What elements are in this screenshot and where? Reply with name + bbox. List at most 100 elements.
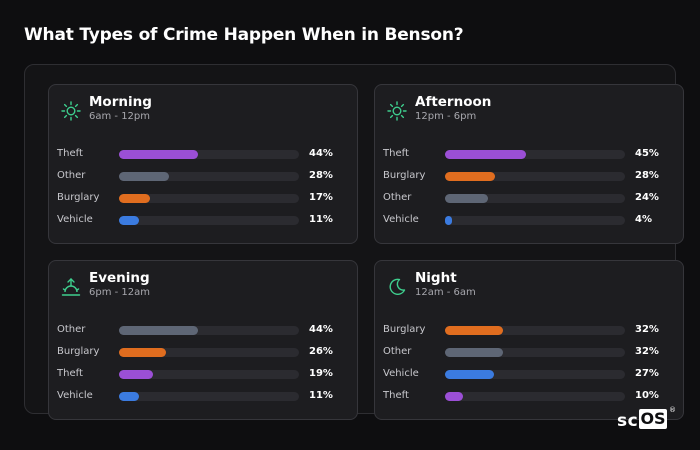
card-subtitle: 12pm - 6pm [415,111,477,122]
bar-theft [119,370,154,379]
sun-icon [61,101,81,121]
category-label: Other [57,170,86,181]
value-label: 27% [635,368,659,379]
bar-row: Other 28% [49,169,357,183]
value-label: 10% [635,390,659,401]
bar-row: Theft 44% [49,147,357,161]
category-label: Theft [57,368,83,379]
bar-row: Vehicle 11% [49,213,357,227]
bar-track [119,392,299,401]
bar-track [445,348,625,357]
bar-track [119,370,299,379]
category-label: Other [383,192,412,203]
card-title: Night [415,270,457,286]
brand-logo: sc OS ® [617,406,679,432]
bar-row: Burglary 26% [49,345,357,359]
category-label: Burglary [57,346,100,357]
value-label: 32% [635,346,659,357]
value-label: 24% [635,192,659,203]
bar-burglary [445,172,496,181]
bar-track [119,150,299,159]
bar-row: Vehicle 27% [375,367,683,381]
bar-track [119,326,299,335]
bar-vehicle [445,216,453,225]
bar-burglary [119,194,150,203]
card-morning: Morning 6am - 12pm Theft 44% Other 28% Burglar… [48,84,358,244]
bar-track [445,392,625,401]
category-label: Other [57,324,86,335]
card-night: Night 12am - 6am Burglary 32% Other 32% Vehicl… [374,260,684,420]
sunset-icon [61,277,81,297]
card-subtitle: 6pm - 12am [89,287,151,298]
bar-row: Burglary 28% [375,169,683,183]
bar-other [445,194,489,203]
bar-row: Burglary 32% [375,323,683,337]
bar-burglary [445,326,503,335]
bar-track [119,348,299,357]
bar-burglary [119,348,166,357]
bar-row: Vehicle 11% [49,389,357,403]
bar-vehicle [445,370,494,379]
bar-other [445,348,503,357]
bar-other [119,172,170,181]
value-label: 44% [309,324,333,335]
bar-theft [445,392,463,401]
category-label: Theft [57,148,83,159]
bar-row: Theft 10% [375,389,683,403]
bar-row: Theft 45% [375,147,683,161]
sun-icon [387,101,407,121]
bar-vehicle [119,216,139,225]
category-label: Vehicle [383,368,419,379]
card-evening: Evening 6pm - 12am Other 44% Burglary 26% Thef… [48,260,358,420]
bar-row: Vehicle 4% [375,213,683,227]
category-label: Other [383,346,412,357]
card-afternoon: Afternoon 12pm - 6pm Theft 45% Burglary 28% Ot… [374,84,684,244]
bar-theft [445,150,526,159]
category-label: Vehicle [57,390,93,401]
bar-track [445,172,625,181]
registered-mark: ® [669,406,676,414]
page-title: What Types of Crime Happen When in Benso… [24,25,464,45]
value-label: 26% [309,346,333,357]
bar-row: Burglary 17% [49,191,357,205]
bar-row: Other 44% [49,323,357,337]
value-label: 11% [309,214,333,225]
card-title: Evening [89,270,150,286]
bar-track [445,370,625,379]
bar-track [119,194,299,203]
category-label: Burglary [57,192,100,203]
category-label: Theft [383,390,409,401]
value-label: 32% [635,324,659,335]
bar-track [445,216,625,225]
bar-track [445,150,625,159]
category-label: Vehicle [57,214,93,225]
card-title: Morning [89,94,152,110]
value-label: 19% [309,368,333,379]
bar-vehicle [119,392,139,401]
category-label: Burglary [383,170,426,181]
bar-row: Other 24% [375,191,683,205]
card-subtitle: 12am - 6am [415,287,476,298]
bar-track [445,194,625,203]
value-label: 28% [635,170,659,181]
bar-track [445,326,625,335]
moon-icon [387,277,407,297]
category-label: Vehicle [383,214,419,225]
value-label: 17% [309,192,333,203]
value-label: 45% [635,148,659,159]
value-label: 11% [309,390,333,401]
value-label: 44% [309,148,333,159]
bar-row: Theft 19% [49,367,357,381]
bar-theft [119,150,199,159]
value-label: 4% [635,214,652,225]
card-subtitle: 6am - 12pm [89,111,151,122]
bar-track [119,172,299,181]
brand-boxed: OS [639,409,667,429]
brand-prefix: sc [617,411,639,431]
category-label: Theft [383,148,409,159]
bar-track [119,216,299,225]
value-label: 28% [309,170,333,181]
card-title: Afternoon [415,94,492,110]
bar-other [119,326,199,335]
bar-row: Other 32% [375,345,683,359]
